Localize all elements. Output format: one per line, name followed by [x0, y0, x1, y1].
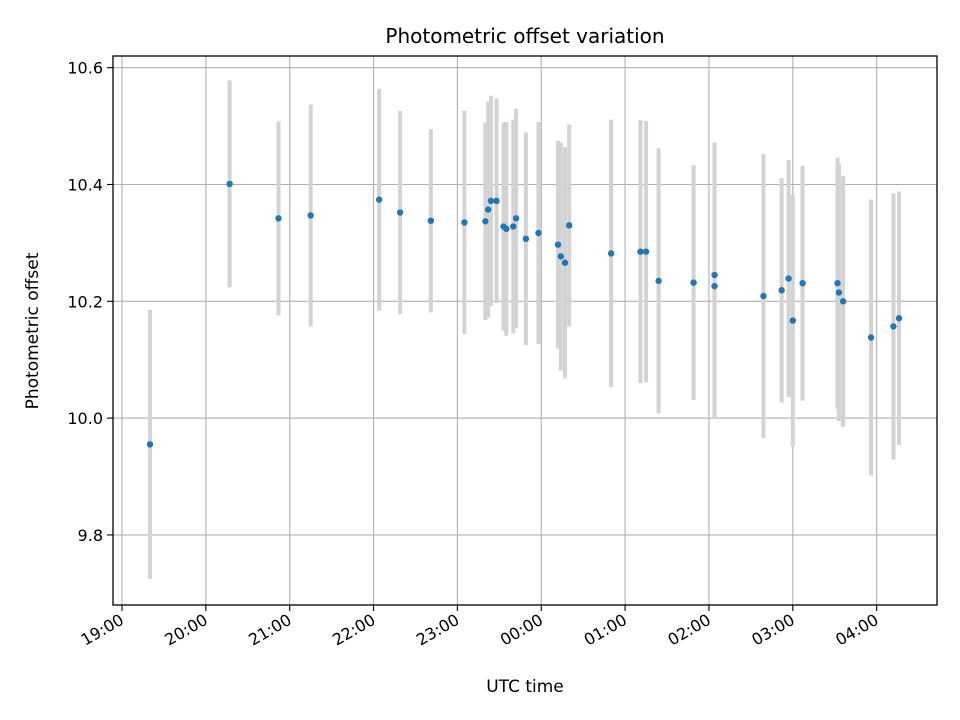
data-point [711, 282, 718, 290]
data-point [275, 215, 282, 222]
data-point [785, 275, 792, 282]
data-point [760, 292, 767, 300]
data-point [484, 206, 492, 213]
y-tick-label: 10.4 [67, 175, 103, 194]
data-point [607, 250, 615, 257]
data-point [839, 298, 847, 305]
data-point [535, 229, 542, 237]
data-point [890, 323, 897, 330]
data-point [566, 222, 573, 229]
data-point [655, 277, 662, 285]
chart-title: Photometric offset variation [385, 24, 664, 48]
data-point [834, 279, 841, 287]
data-point [522, 235, 530, 243]
data-point [487, 197, 495, 205]
y-axis: 9.8 10.0 10.2 10.4 10.6 [67, 59, 113, 545]
y-axis-label: Photometric offset [23, 252, 43, 409]
data-points [146, 180, 903, 448]
data-point [557, 253, 565, 260]
plot-frame [112, 55, 938, 606]
data-point [711, 271, 718, 279]
data-point [493, 197, 500, 205]
data-point [461, 219, 468, 226]
data-point [778, 287, 785, 294]
data-point [510, 223, 517, 230]
data-point [561, 259, 569, 266]
data-point [637, 248, 644, 255]
data-point [512, 215, 520, 222]
data-point [799, 279, 806, 287]
data-point [895, 315, 903, 322]
data-point [146, 441, 154, 448]
data-point [375, 196, 383, 203]
data-point [226, 180, 233, 188]
y-tick-label: 10.2 [67, 292, 103, 311]
y-tick-label: 9.8 [78, 526, 103, 545]
data-point [396, 209, 404, 216]
data-point [482, 218, 489, 225]
data-point [307, 212, 314, 219]
data-point [503, 225, 510, 233]
data-point [690, 279, 697, 286]
y-tick-label: 10.6 [67, 59, 103, 78]
data-point [867, 334, 875, 341]
data-point [427, 217, 435, 224]
data-point [789, 317, 796, 324]
x-axis-label: UTC time [486, 677, 564, 697]
data-point [835, 289, 843, 296]
grid [113, 56, 937, 605]
data-point [642, 248, 650, 255]
y-tick-label: 10.0 [67, 409, 103, 428]
data-point [554, 241, 562, 248]
